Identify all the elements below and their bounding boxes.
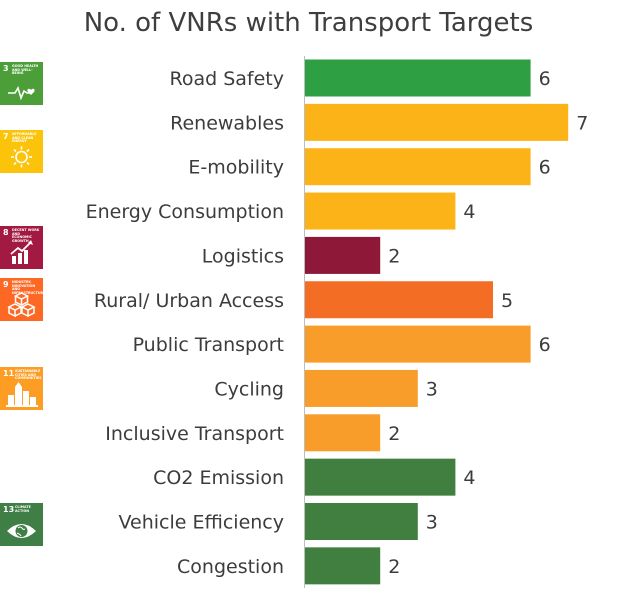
data-label: 4 (463, 467, 475, 489)
data-label: 2 (388, 423, 400, 445)
sdg-number: 7 (3, 132, 9, 141)
data-label: 7 (576, 112, 588, 134)
sdg-goal-text: INDUSTRY, INNOVATION AND INFRASTRUCTURE (12, 280, 43, 295)
heartbeat-icon (8, 86, 35, 101)
category-label: Inclusive Transport (105, 423, 284, 445)
chart-title: No. of VNRs with Transport Targets (83, 8, 534, 38)
bar-congestion (305, 547, 381, 585)
sdg-goal-text: DECENT WORK AND ECONOMIC GROWTH (12, 228, 40, 243)
sdg-13-icon: 13 CLIMATE ACTION (0, 503, 43, 546)
eye-globe-icon (7, 524, 36, 538)
bar-energy-consumption (305, 192, 456, 230)
sdg-9-icon: 9 INDUSTRY, INNOVATION AND INFRASTRUCTURE (0, 278, 43, 321)
bar-cycling (305, 369, 418, 407)
sdg-goal-text: SUSTAINABLE CITIES AND COMMUNITIES (15, 369, 42, 381)
category-label: Renewables (170, 112, 284, 134)
sdg-7-icon: 7 AFFORDABLE AND CLEAN ENERGY (0, 130, 43, 173)
sdg-11-icon: 11 SUSTAINABLE CITIES AND COMMUNITIES (0, 367, 43, 410)
bar-road-safety (305, 59, 531, 97)
bar-logistics (305, 236, 381, 274)
data-label: 2 (388, 245, 400, 267)
category-label: Rural/ Urban Access (94, 290, 284, 312)
data-label: 2 (388, 556, 400, 578)
data-label: 6 (539, 334, 551, 356)
sdg-number: 8 (3, 228, 9, 237)
data-label: 4 (463, 201, 475, 223)
bar-rural-urban-access (305, 281, 493, 319)
sdg-number: 9 (3, 280, 9, 289)
sdg-number: 13 (3, 505, 15, 514)
growth-chart-icon (10, 240, 33, 264)
bar-inclusive-transport (305, 414, 381, 452)
bar-renewables (305, 103, 569, 141)
sun-icon (11, 146, 32, 168)
category-label: Energy Consumption (86, 201, 284, 223)
data-label: 3 (426, 378, 438, 400)
category-label: Vehicle Efficiency (118, 512, 284, 534)
sdg-goal-text: GOOD HEALTH AND WELL-BEING (12, 64, 39, 76)
bar-e-mobility (305, 148, 531, 186)
category-label: E-mobility (188, 157, 284, 179)
sdg-number: 3 (3, 64, 9, 73)
sdg-goal-text: CLIMATE ACTION (15, 505, 31, 513)
sdg-goal-text: AFFORDABLE AND CLEAN ENERGY (12, 132, 37, 144)
data-label: 3 (426, 512, 438, 534)
bar-public-transport (305, 325, 531, 363)
sdg-number: 11 (3, 369, 15, 378)
category-label: Public Transport (133, 334, 284, 356)
category-label: Congestion (177, 556, 284, 578)
category-label: Logistics (202, 245, 284, 267)
city-icon (6, 382, 38, 407)
sdg-8-icon: 8 DECENT WORK AND ECONOMIC GROWTH (0, 226, 43, 269)
bar-co2-emission (305, 458, 456, 496)
sdg-3-icon: 3 GOOD HEALTH AND WELL-BEING (0, 62, 43, 105)
category-label: CO2 Emission (153, 467, 284, 489)
data-label: 6 (539, 157, 551, 179)
bar-vehicle-efficiency (305, 503, 418, 540)
category-label: Road Safety (170, 68, 285, 90)
data-label: 6 (539, 68, 551, 90)
cubes-icon (7, 292, 36, 318)
data-label: 5 (501, 290, 513, 312)
category-label: Cycling (214, 378, 284, 400)
